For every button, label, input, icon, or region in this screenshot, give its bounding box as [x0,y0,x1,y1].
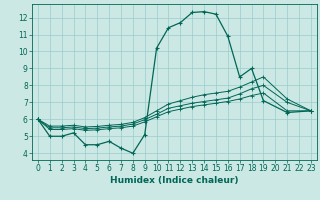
X-axis label: Humidex (Indice chaleur): Humidex (Indice chaleur) [110,176,239,185]
